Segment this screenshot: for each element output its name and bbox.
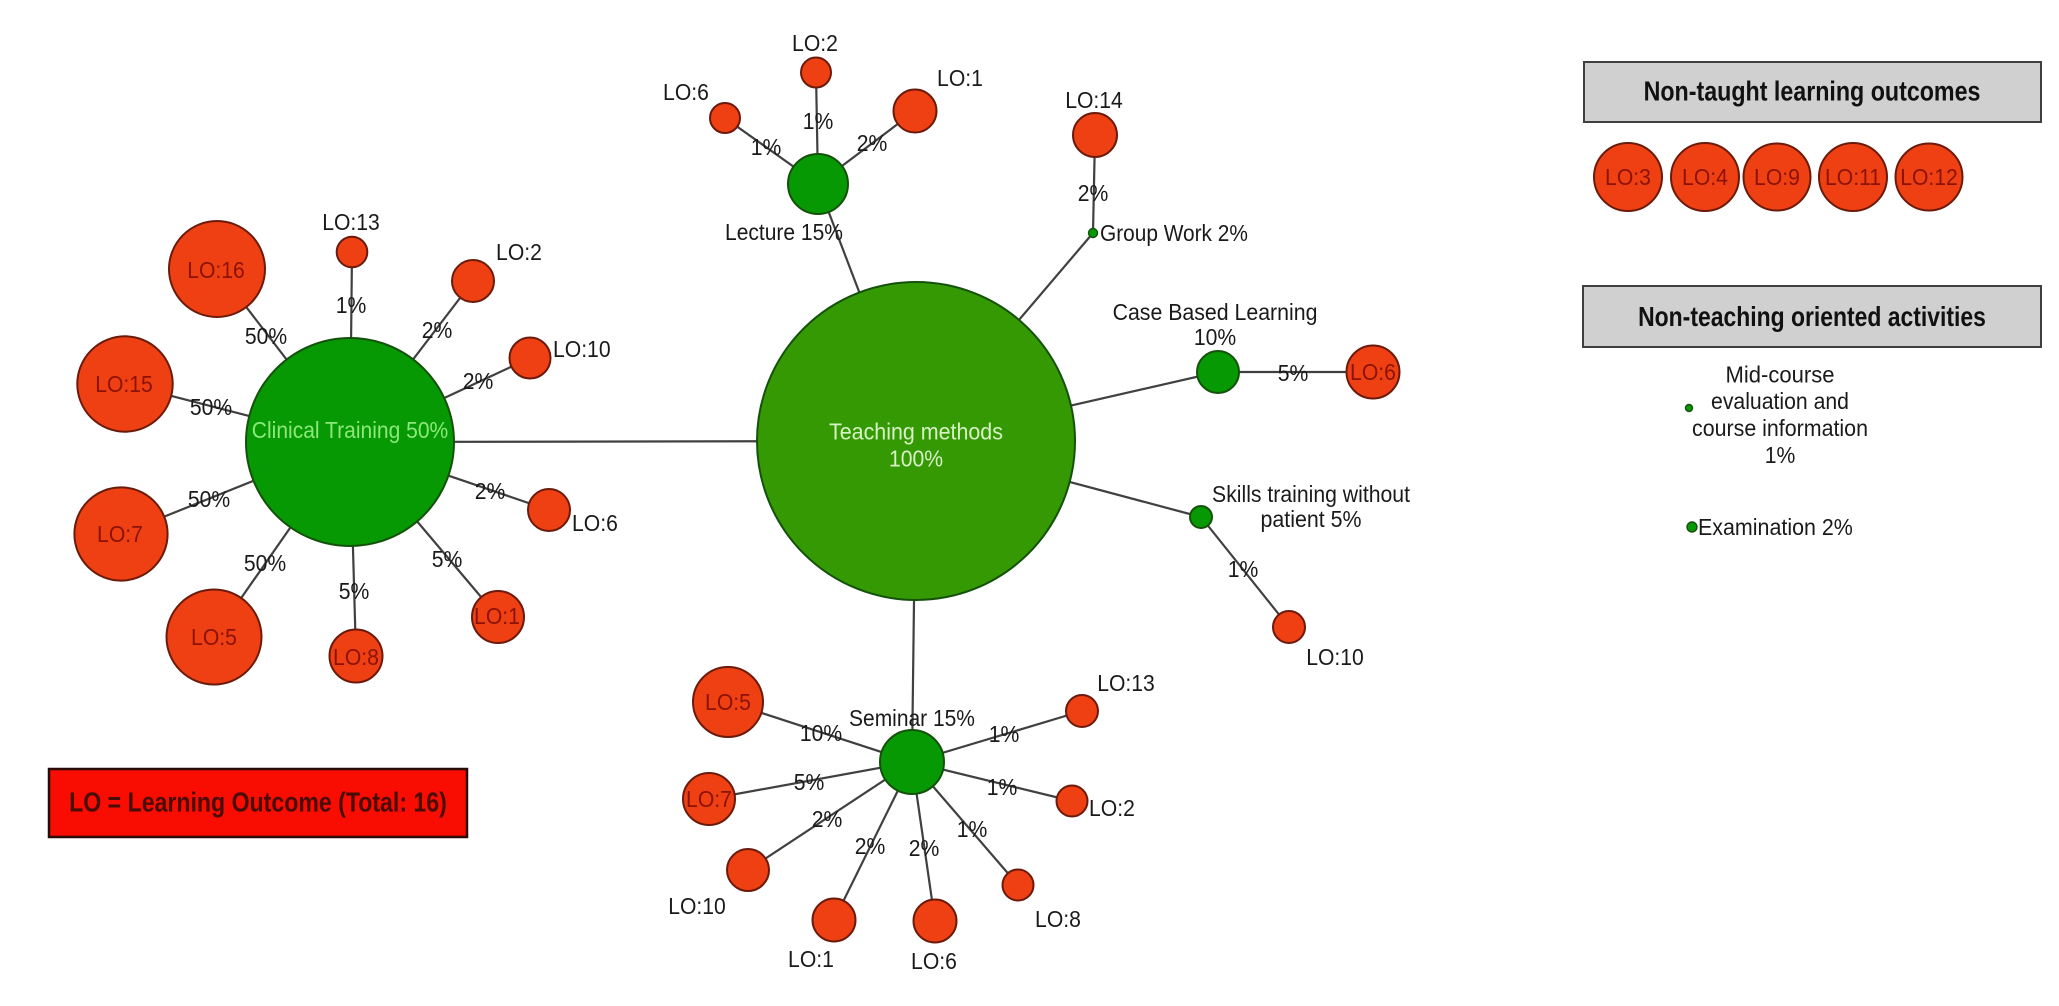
svg-text:LO:2: LO:2 xyxy=(792,30,838,56)
svg-text:LO:5: LO:5 xyxy=(705,689,751,715)
svg-text:2%: 2% xyxy=(475,478,506,504)
svg-text:LO:6: LO:6 xyxy=(572,510,618,536)
svg-text:LO:13: LO:13 xyxy=(1097,670,1155,696)
svg-text:LO:13: LO:13 xyxy=(322,209,380,235)
svg-text:Examination 2%: Examination 2% xyxy=(1698,514,1853,540)
svg-text:LO:6: LO:6 xyxy=(911,948,957,974)
svg-text:LO:6: LO:6 xyxy=(1350,359,1396,385)
svg-text:1%: 1% xyxy=(989,721,1020,747)
svg-text:LO:7: LO:7 xyxy=(97,521,143,547)
svg-text:LO:6: LO:6 xyxy=(663,79,709,105)
svg-text:course information: course information xyxy=(1692,415,1868,441)
svg-text:evaluation and: evaluation and xyxy=(1711,388,1849,414)
svg-text:LO:4: LO:4 xyxy=(1682,164,1728,190)
svg-text:patient 5%: patient 5% xyxy=(1261,506,1362,532)
svg-text:100%: 100% xyxy=(889,445,943,471)
svg-text:10%: 10% xyxy=(1194,324,1236,350)
svg-text:1%: 1% xyxy=(957,816,988,842)
svg-text:2%: 2% xyxy=(909,835,940,861)
svg-text:LO = Learning Outcome (Total:: LO = Learning Outcome (Total: 16) xyxy=(69,788,447,819)
svg-text:Seminar 15%: Seminar 15% xyxy=(849,705,975,731)
svg-text:1%: 1% xyxy=(1765,442,1796,468)
svg-text:Lecture 15%: Lecture 15% xyxy=(725,219,843,245)
svg-text:Teaching methods: Teaching methods xyxy=(829,419,1003,445)
svg-text:Mid-course: Mid-course xyxy=(1726,362,1835,388)
svg-text:LO:9: LO:9 xyxy=(1754,164,1800,190)
svg-text:1%: 1% xyxy=(1228,556,1259,582)
svg-text:2%: 2% xyxy=(463,368,494,394)
svg-text:2%: 2% xyxy=(1078,180,1109,206)
svg-text:Clinical Training 50%: Clinical Training 50% xyxy=(252,417,448,443)
svg-text:50%: 50% xyxy=(190,394,232,420)
svg-text:LO:2: LO:2 xyxy=(1089,795,1135,821)
svg-text:LO:11: LO:11 xyxy=(1825,164,1881,190)
svg-text:LO:7: LO:7 xyxy=(686,786,732,812)
svg-text:LO:2: LO:2 xyxy=(496,239,542,265)
svg-text:LO:5: LO:5 xyxy=(191,624,237,650)
svg-text:Non-taught learning outcomes: Non-taught learning outcomes xyxy=(1644,77,1981,107)
svg-text:LO:16: LO:16 xyxy=(187,257,245,283)
svg-text:LO:12: LO:12 xyxy=(1900,164,1958,190)
svg-text:1%: 1% xyxy=(803,108,834,134)
svg-text:LO:10: LO:10 xyxy=(1306,644,1364,670)
svg-text:LO:8: LO:8 xyxy=(333,644,379,670)
svg-text:1%: 1% xyxy=(987,774,1018,800)
svg-text:Non-teaching oriented activiti: Non-teaching oriented activities xyxy=(1638,302,1986,333)
svg-text:LO:8: LO:8 xyxy=(1035,906,1081,932)
svg-text:Case Based Learning: Case Based Learning xyxy=(1113,299,1318,325)
svg-text:LO:10: LO:10 xyxy=(668,893,726,919)
svg-text:Group Work 2%: Group Work 2% xyxy=(1100,220,1248,246)
svg-text:1%: 1% xyxy=(336,292,367,318)
svg-text:2%: 2% xyxy=(812,806,843,832)
svg-text:1%: 1% xyxy=(751,134,782,160)
svg-text:Skills training without: Skills training without xyxy=(1212,481,1410,507)
svg-text:LO:15: LO:15 xyxy=(95,371,153,397)
svg-text:10%: 10% xyxy=(800,720,842,746)
svg-text:50%: 50% xyxy=(245,323,287,349)
svg-text:2%: 2% xyxy=(855,833,886,859)
svg-text:5%: 5% xyxy=(1278,360,1309,386)
svg-text:50%: 50% xyxy=(188,486,230,512)
svg-text:5%: 5% xyxy=(432,546,463,572)
svg-text:LO:1: LO:1 xyxy=(937,65,983,91)
svg-text:LO:3: LO:3 xyxy=(1605,164,1651,190)
svg-text:LO:14: LO:14 xyxy=(1065,87,1123,113)
svg-text:LO:1: LO:1 xyxy=(474,603,520,629)
svg-text:5%: 5% xyxy=(339,578,370,604)
svg-text:2%: 2% xyxy=(857,130,888,156)
svg-text:5%: 5% xyxy=(794,769,825,795)
svg-text:2%: 2% xyxy=(422,317,453,343)
svg-text:50%: 50% xyxy=(244,550,286,576)
svg-text:LO:10: LO:10 xyxy=(553,336,611,362)
svg-text:LO:1: LO:1 xyxy=(788,946,834,972)
